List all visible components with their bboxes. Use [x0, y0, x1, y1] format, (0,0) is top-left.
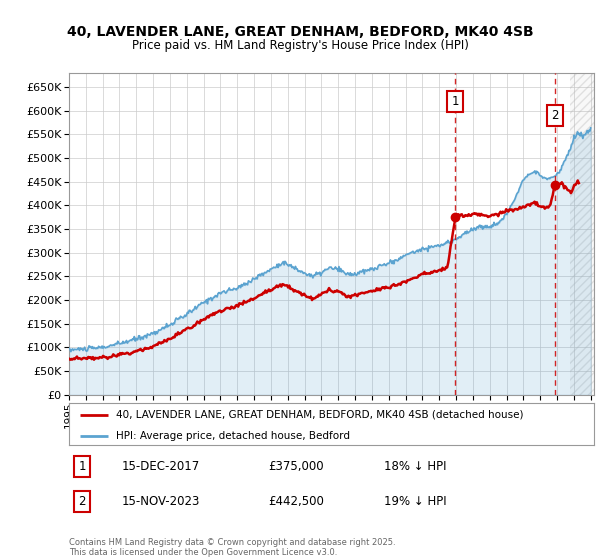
Text: 15-NOV-2023: 15-NOV-2023	[121, 495, 200, 508]
Bar	[569, 73, 594, 395]
Text: HPI: Average price, detached house, Bedford: HPI: Average price, detached house, Bedf…	[116, 431, 350, 441]
Text: 18% ↓ HPI: 18% ↓ HPI	[384, 460, 446, 473]
Text: 15-DEC-2017: 15-DEC-2017	[121, 460, 200, 473]
Text: £375,000: £375,000	[269, 460, 324, 473]
Text: Contains HM Land Registry data © Crown copyright and database right 2025.
This d: Contains HM Land Registry data © Crown c…	[69, 538, 395, 557]
Text: 19% ↓ HPI: 19% ↓ HPI	[384, 495, 446, 508]
Text: 1: 1	[452, 95, 459, 108]
Text: Price paid vs. HM Land Registry's House Price Index (HPI): Price paid vs. HM Land Registry's House …	[131, 39, 469, 52]
Text: 40, LAVENDER LANE, GREAT DENHAM, BEDFORD, MK40 4SB (detached house): 40, LAVENDER LANE, GREAT DENHAM, BEDFORD…	[116, 410, 524, 420]
Text: 40, LAVENDER LANE, GREAT DENHAM, BEDFORD, MK40 4SB: 40, LAVENDER LANE, GREAT DENHAM, BEDFORD…	[67, 25, 533, 39]
Text: £442,500: £442,500	[269, 495, 325, 508]
Text: 2: 2	[551, 109, 559, 122]
Text: 2: 2	[79, 495, 86, 508]
Text: 1: 1	[79, 460, 86, 473]
Bar	[569, 73, 594, 395]
